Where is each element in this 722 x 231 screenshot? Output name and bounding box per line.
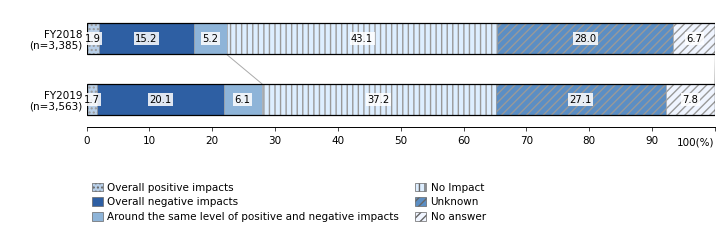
- Bar: [666, 84, 715, 116]
- Text: 27.1: 27.1: [570, 95, 592, 105]
- Text: 7.8: 7.8: [682, 95, 698, 105]
- Bar: [674, 23, 716, 55]
- Text: 28.0: 28.0: [574, 34, 596, 44]
- Bar: [194, 23, 227, 55]
- Text: 1.9: 1.9: [84, 34, 100, 44]
- Bar: [497, 23, 674, 55]
- Text: 5.2: 5.2: [202, 34, 218, 44]
- Bar: [87, 84, 97, 116]
- Bar: [99, 23, 194, 55]
- Bar: [262, 84, 495, 116]
- Bar: [495, 84, 666, 116]
- Legend: Overall positive impacts, Overall negative impacts, Around the same level of pos: Overall positive impacts, Overall negati…: [92, 183, 486, 222]
- Text: 43.1: 43.1: [351, 34, 373, 44]
- Text: 6.7: 6.7: [687, 34, 703, 44]
- Text: 15.2: 15.2: [135, 34, 157, 44]
- Text: 37.2: 37.2: [367, 95, 390, 105]
- Bar: [87, 84, 715, 116]
- Bar: [227, 23, 497, 55]
- Bar: [87, 23, 99, 55]
- Text: 1.7: 1.7: [84, 95, 100, 105]
- Bar: [224, 84, 262, 116]
- Text: 6.1: 6.1: [235, 95, 251, 105]
- Bar: [97, 84, 224, 116]
- Text: 100(%): 100(%): [677, 137, 715, 147]
- Text: 20.1: 20.1: [149, 95, 172, 105]
- Bar: [87, 23, 715, 55]
